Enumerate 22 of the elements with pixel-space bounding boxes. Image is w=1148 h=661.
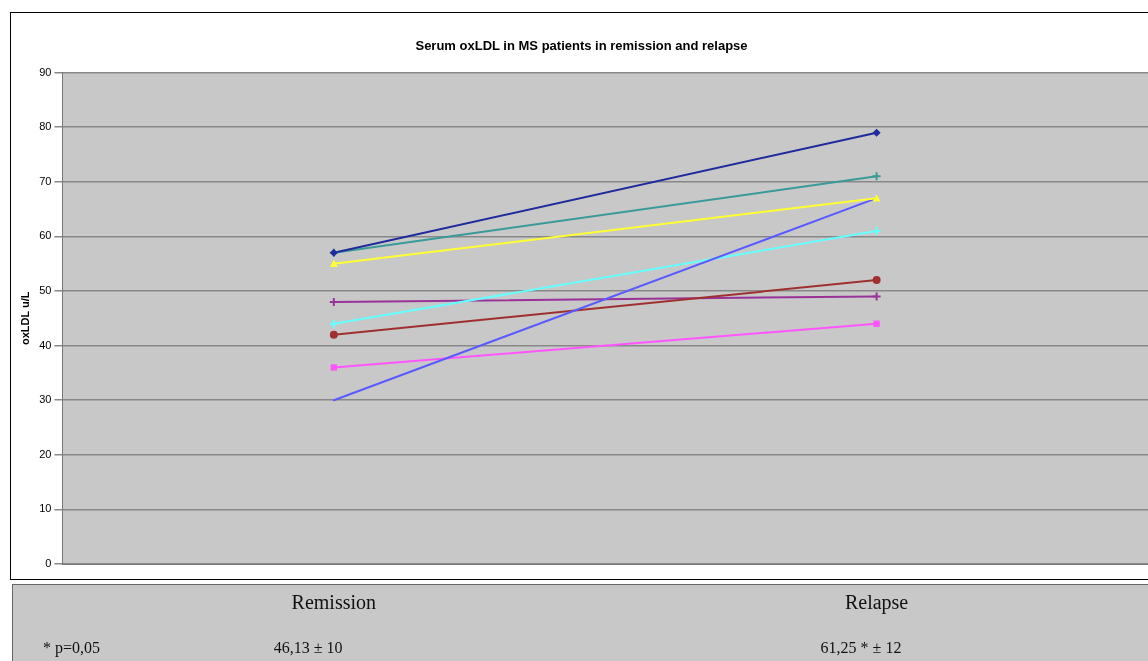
point [872,276,881,285]
point [329,330,338,339]
y-tick-label: 60 [39,229,52,242]
text: * p=0,05 [43,639,101,657]
text: 61,25 * ± 12 [820,639,902,657]
y-tick-label: 50 [39,284,52,297]
text: 46,13 ± 10 [273,639,343,657]
y-axis-title: oxLDL u/L [18,291,31,346]
y-tick-label: 30 [39,393,52,406]
x-tick-label: Remission [291,591,377,614]
y-tick-label: 90 [39,65,52,78]
y-tick-label: 10 [39,502,52,515]
y-tick-label: 80 [39,120,52,133]
point [872,128,881,137]
y-tick-label: 20 [39,447,52,460]
y-tick-label: 0 [45,557,52,570]
x-tick-label: Relapse [844,591,909,614]
y-tick-label: 70 [39,174,52,187]
point [330,364,338,371]
y-tick-label: 40 [39,338,52,351]
chart-title: Serum oxLDL in MS patients in remission and relapse [415,38,748,54]
point [873,320,880,327]
